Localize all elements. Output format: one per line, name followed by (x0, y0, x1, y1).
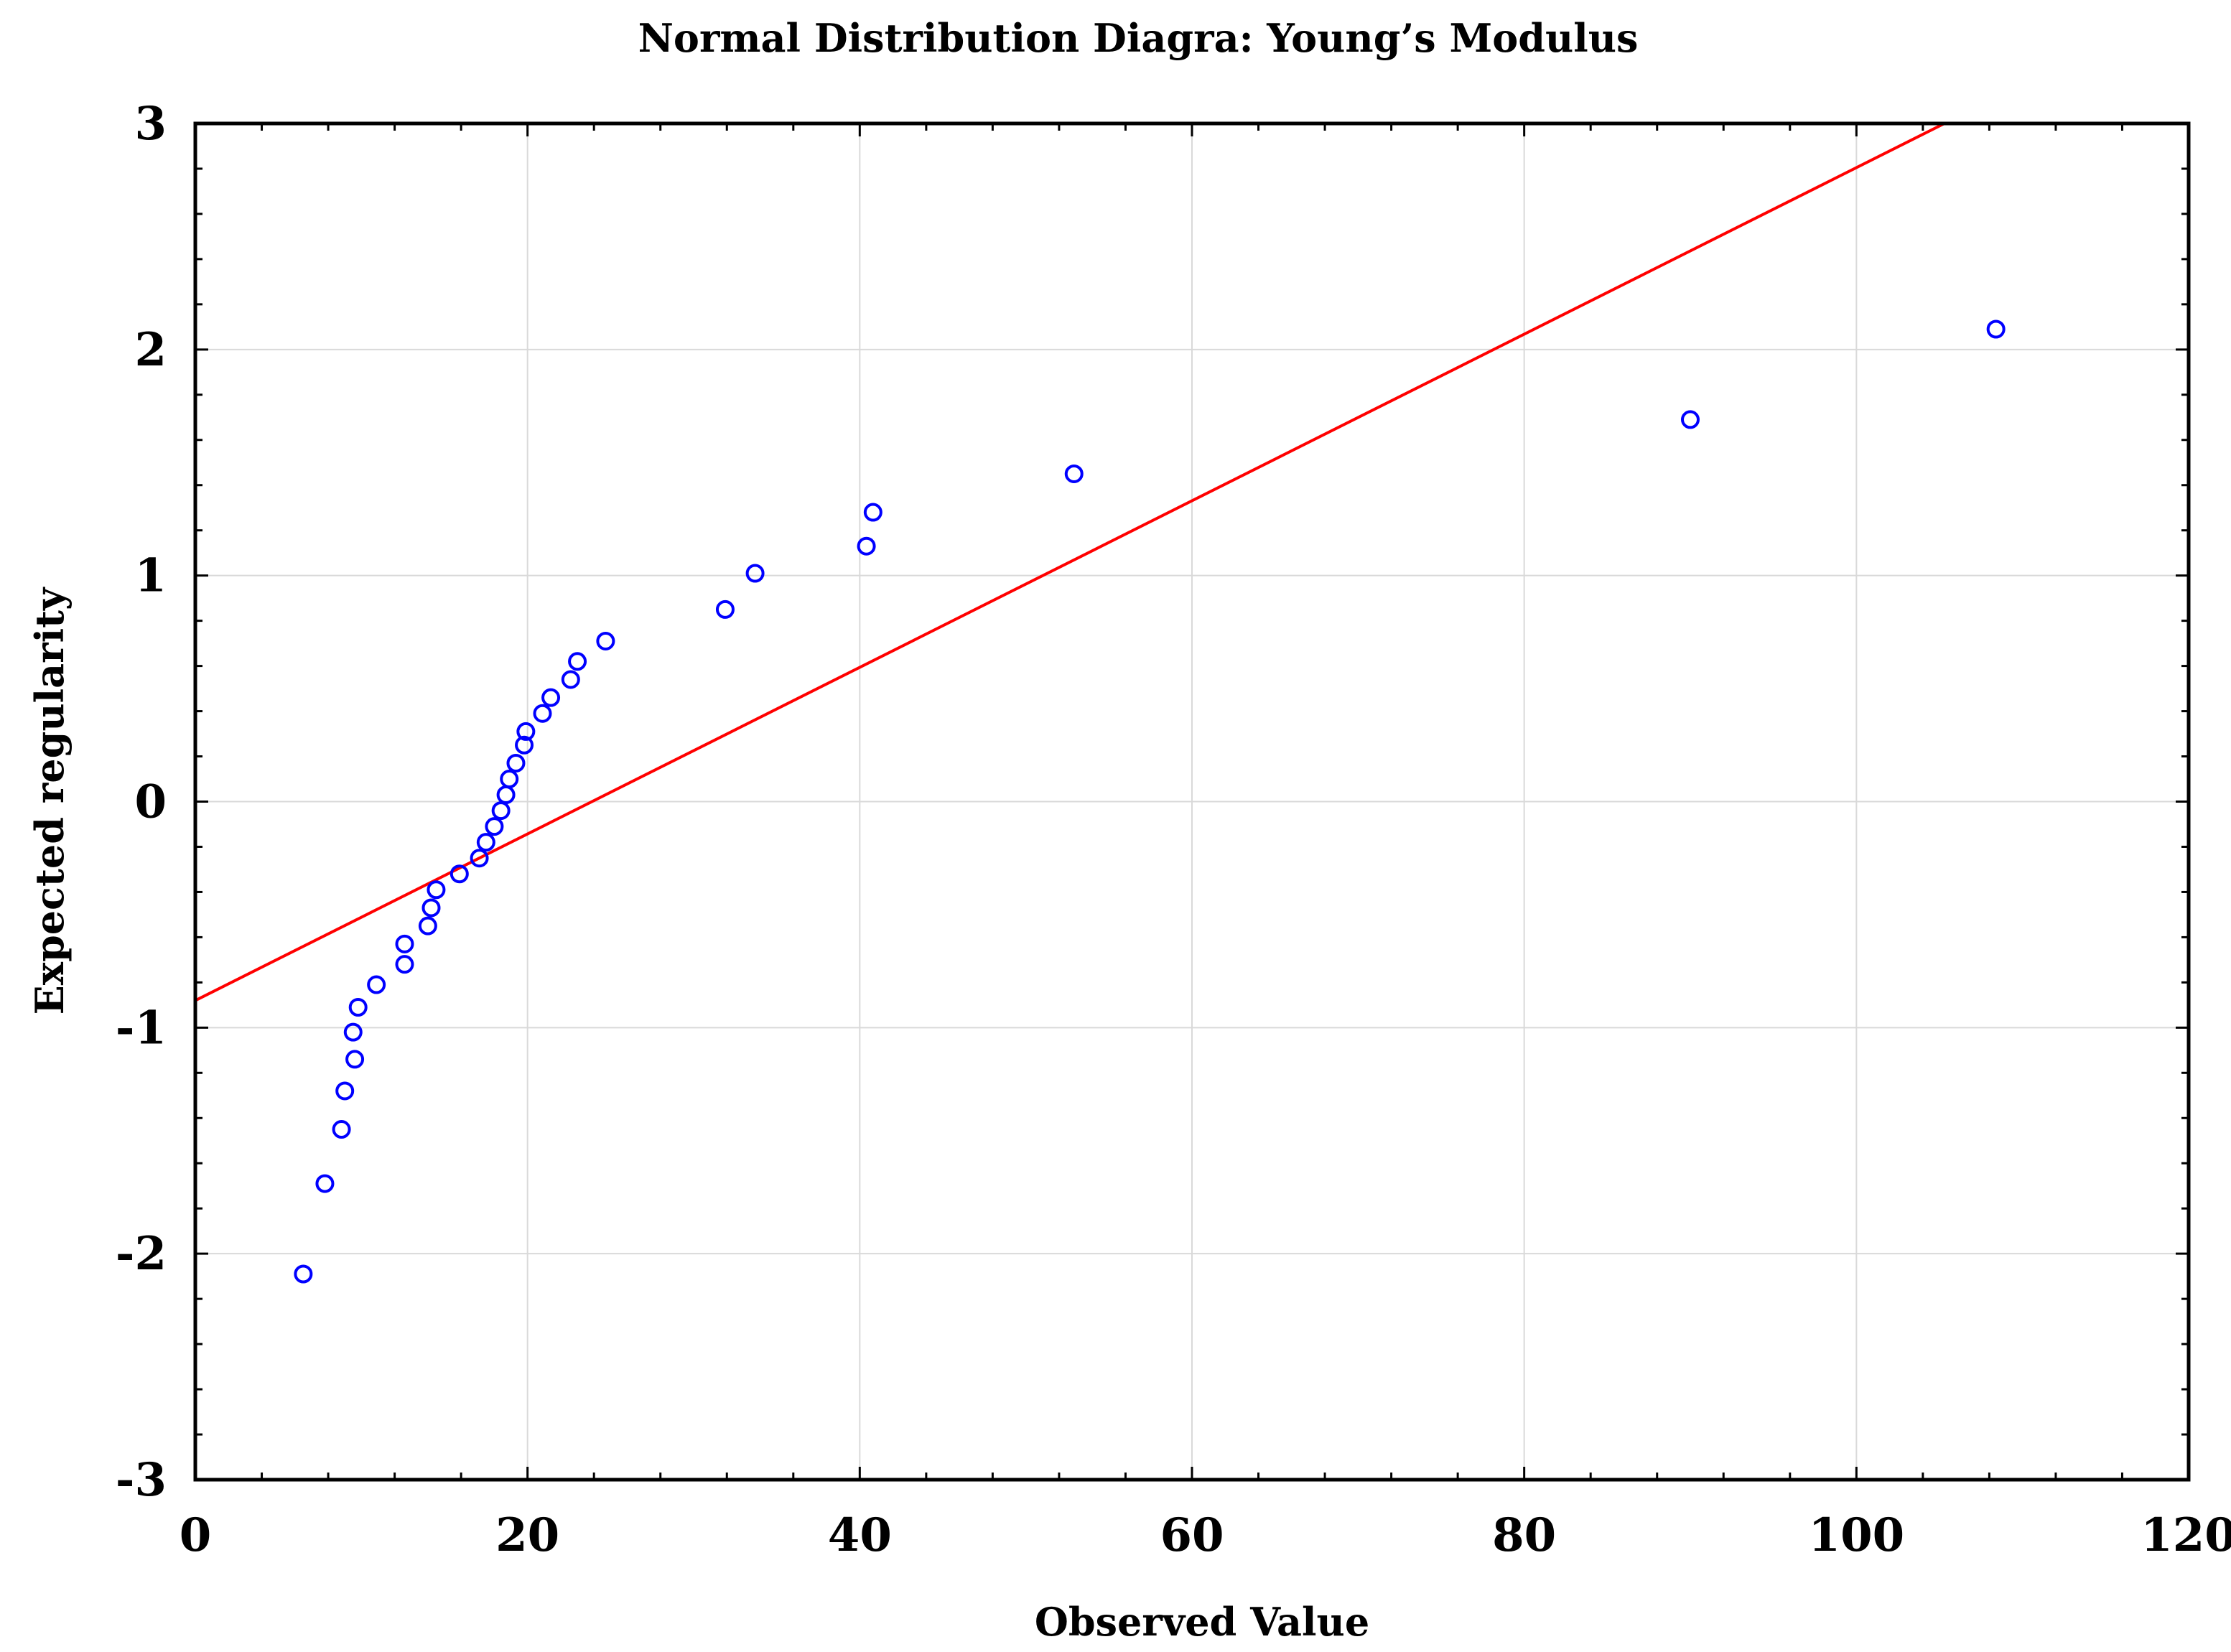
data-point (421, 898, 441, 918)
data-point (395, 934, 414, 953)
x-tick-label: 80 (1492, 1508, 1556, 1562)
y-tick-label: 0 (134, 775, 167, 829)
data-point (470, 849, 489, 868)
data-point (476, 833, 495, 852)
data-point (348, 997, 368, 1017)
data-point (745, 564, 765, 583)
data-point (315, 1174, 335, 1193)
x-tick-label: 100 (1809, 1508, 1905, 1562)
data-point (418, 916, 437, 935)
data-point (533, 704, 552, 723)
x-tick-label: 40 (828, 1508, 892, 1562)
chart-title: Normal Distribution Diagra: Young’s Modu… (638, 15, 1639, 61)
x-tick-label: 120 (2141, 1508, 2231, 1562)
data-point (541, 688, 561, 707)
data-point (516, 722, 536, 741)
data-point (335, 1081, 355, 1101)
data-point (506, 753, 526, 773)
x-tick-label: 0 (180, 1508, 212, 1562)
data-point (1064, 464, 1084, 483)
y-tick-label: -1 (116, 1001, 167, 1055)
x-axis-tick-labels: 0 20 40 60 80 100 120 (180, 1508, 2231, 1562)
data-point (1681, 410, 1700, 429)
data-point (857, 536, 876, 556)
plot-area-frame (193, 121, 2191, 1482)
data-point (491, 801, 511, 821)
data-point (515, 735, 534, 755)
x-axis-label: Observed Value (1035, 1599, 1369, 1645)
y-tick-label: 3 (134, 97, 167, 151)
data-point (367, 975, 386, 994)
data-point (427, 880, 446, 900)
data-point (294, 1264, 313, 1284)
data-point (568, 652, 587, 671)
y-axis-tick-labels: -3 -2 -1 0 1 2 3 (116, 97, 167, 1507)
data-point (561, 670, 580, 689)
gridlines (195, 123, 2189, 1480)
data-point (500, 770, 519, 789)
data-point (450, 864, 469, 884)
y-tick-label: 2 (134, 323, 167, 377)
y-tick-label: -3 (116, 1453, 167, 1507)
y-axis-label: Expected regularity (27, 587, 73, 1014)
data-points (294, 319, 2006, 1284)
y-tick-label: -2 (116, 1227, 167, 1281)
data-point (863, 503, 882, 522)
data-point (395, 955, 414, 974)
data-point (332, 1120, 351, 1139)
data-point (343, 1022, 363, 1042)
data-point (1986, 319, 2006, 339)
data-point (345, 1050, 365, 1069)
y-tick-label: 1 (134, 549, 167, 603)
data-point (596, 631, 615, 650)
x-tick-label: 20 (495, 1508, 559, 1562)
data-point (715, 599, 735, 619)
data-point (485, 817, 504, 836)
x-tick-label: 60 (1160, 1508, 1224, 1562)
